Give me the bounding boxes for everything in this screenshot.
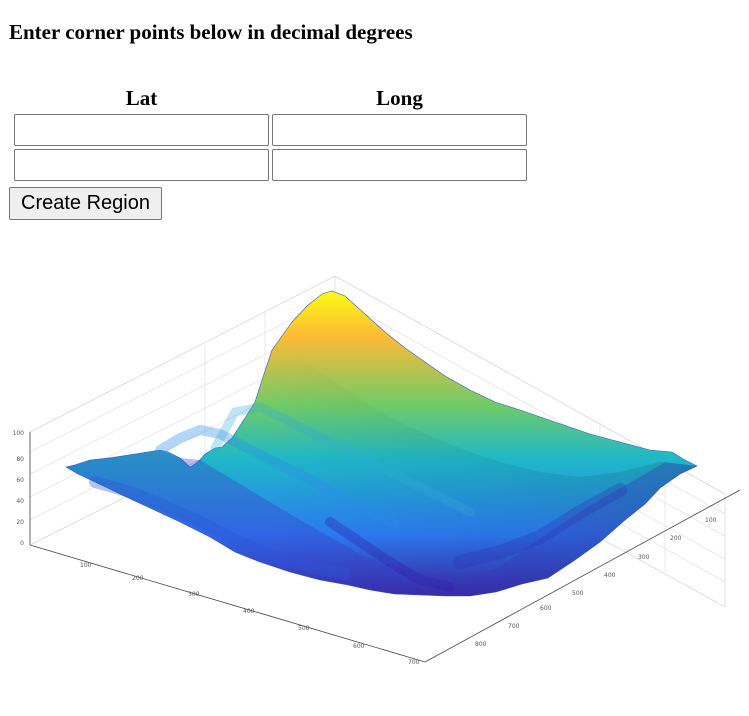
svg-text:100: 100 [80,562,92,569]
svg-text:700: 700 [408,659,420,666]
page-heading: Enter corner points below in decimal deg… [9,20,413,44]
corner-row-2 [14,149,527,181]
svg-text:80: 80 [16,456,24,463]
long-column-header: Long [376,85,423,110]
long-input-1[interactable] [272,114,527,146]
svg-text:600: 600 [540,605,552,612]
long-input-2[interactable] [272,149,527,181]
terrain-surface [65,290,698,597]
x-axis-ticks: 100 200 300 400 500 600 700 [80,562,420,666]
svg-text:600: 600 [353,643,365,650]
create-region-button[interactable]: Create Region [9,187,162,220]
lat-column-header: Lat [125,85,158,110]
svg-text:400: 400 [604,572,616,579]
svg-text:500: 500 [572,590,584,597]
svg-text:300: 300 [638,554,650,561]
svg-text:60: 60 [16,477,24,484]
lat-input-2[interactable] [14,149,269,181]
svg-text:0: 0 [20,540,24,547]
svg-text:40: 40 [16,498,24,505]
corner-points-table: Lat Long [11,82,530,184]
svg-text:300: 300 [188,591,200,598]
terrain-surface-plot: 0 20 40 60 80 100 100 200 300 400 500 60… [13,275,741,666]
svg-text:700: 700 [508,623,520,630]
svg-text:20: 20 [16,519,24,526]
axis-lines [29,432,741,663]
svg-text:800: 800 [475,641,487,648]
svg-text:500: 500 [298,625,310,632]
svg-text:100: 100 [13,430,25,437]
svg-text:100: 100 [705,517,717,524]
svg-text:200: 200 [670,535,682,542]
z-axis-ticks: 0 20 40 60 80 100 [13,430,25,547]
y-axis-ticks: 100 200 300 400 500 600 700 800 [475,517,717,648]
lat-input-1[interactable] [14,114,269,146]
corner-row-1 [14,114,527,146]
svg-text:400: 400 [243,608,255,615]
svg-text:200: 200 [132,575,144,582]
